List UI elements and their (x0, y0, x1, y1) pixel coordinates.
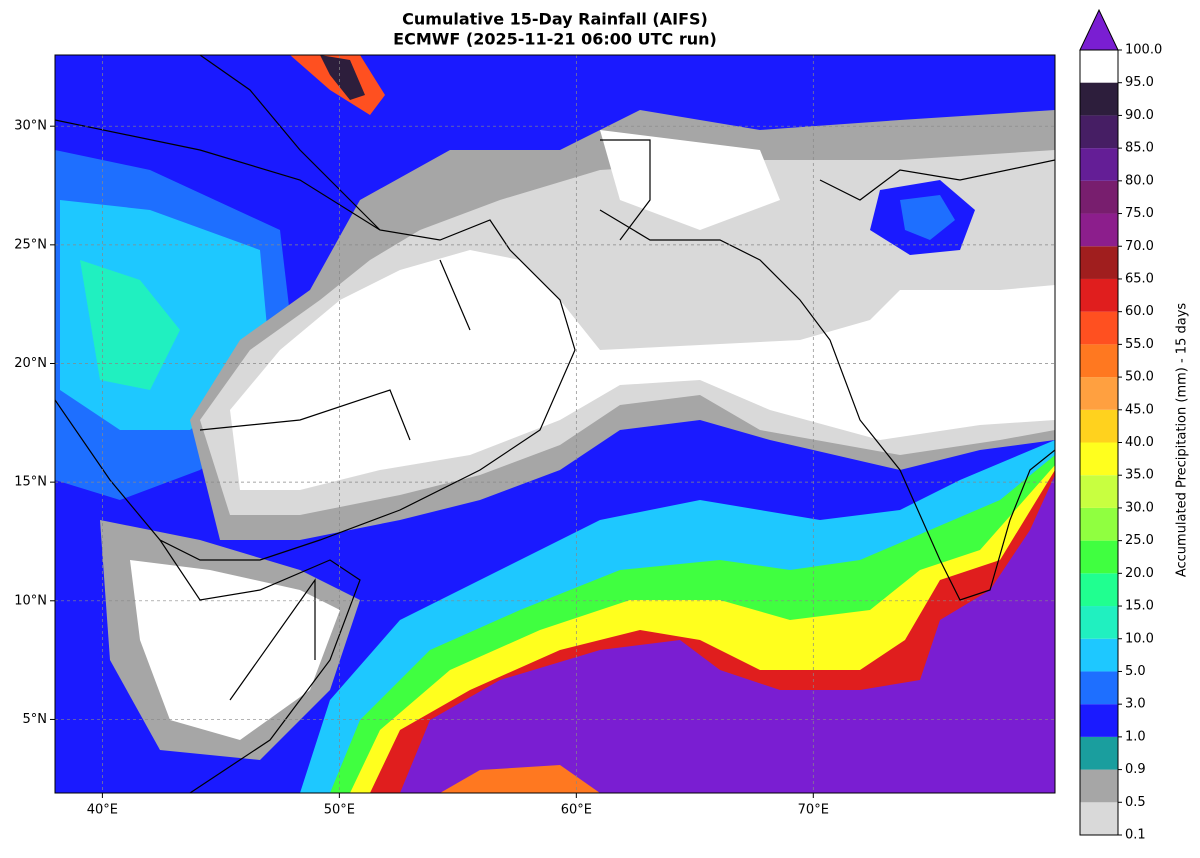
colorbar-tick-label: 45.0 (1125, 402, 1154, 417)
colorbar-box (1080, 278, 1118, 312)
colorbar-tick-label: 75.0 (1125, 206, 1154, 221)
colorbar-tick-label: 100.0 (1125, 43, 1162, 58)
colorbar-box (1080, 573, 1118, 607)
colorbar-tick-label: 95.0 (1125, 75, 1154, 90)
colorbar-tick-label: 3.0 (1125, 697, 1146, 712)
colorbar-box (1080, 246, 1118, 279)
colorbar-box (1080, 180, 1118, 214)
colorbar-box (1080, 311, 1118, 345)
colorbar-tick-label: 90.0 (1125, 108, 1154, 123)
colorbar-tick-label: 0.9 (1125, 762, 1146, 777)
y-tick-label: 25°N (14, 237, 47, 252)
colorbar-box (1080, 671, 1118, 705)
y-tick-label: 15°N (14, 475, 47, 490)
colorbar-tick-label: 20.0 (1125, 566, 1154, 581)
map-frame (54, 54, 1056, 794)
colorbar-tick-label: 55.0 (1125, 337, 1154, 352)
colorbar-tick-label: 15.0 (1125, 599, 1154, 614)
colorbar-box (1080, 638, 1118, 672)
colorbar-label: Accumulated Precipitation (mm) - 15 days (1175, 303, 1190, 578)
graticule: 40°E 50°E 60°E 70°E 5°N 10°N 15°N 20°N 25°N 30°N (14, 55, 1055, 818)
colorbar-tick-label: 0.1 (1125, 828, 1146, 843)
colorbar-tick-label: 10.0 (1125, 631, 1154, 646)
colorbar-tick-label: 65.0 (1125, 271, 1154, 286)
map-subtitle: ECMWF (2025-11-21 06:00 UTC run) (393, 30, 717, 49)
colorbar-box (1080, 409, 1118, 443)
y-tick-label: 10°N (14, 593, 47, 608)
colorbar-box (1080, 442, 1118, 476)
colorbar-box (1080, 344, 1118, 378)
colorbar-tick-label: 85.0 (1125, 141, 1154, 156)
colorbar-box (1080, 769, 1118, 803)
x-tick-label: 50°E (324, 803, 355, 818)
colorbar-tick-label: 25.0 (1125, 533, 1154, 548)
colorbar-box (1080, 736, 1118, 770)
y-tick-label: 30°N (14, 119, 47, 134)
colorbar-box (1080, 606, 1118, 639)
colorbar-tick-label: 5.0 (1125, 664, 1146, 679)
colorbar-tick-label: 1.0 (1125, 729, 1146, 744)
colorbar-extend (1079, 8, 1119, 51)
colorbar-box (1080, 213, 1118, 247)
colorbar-box (1080, 540, 1118, 574)
colorbar-box (1080, 82, 1118, 116)
y-tick-label: 5°N (23, 712, 48, 727)
colorbar: 0.1 0.5 0.9 1.0 3.0 5.0 10.0 15.0 20.0 25.0 30.0 35… (1079, 8, 1162, 843)
colorbar-box (1080, 115, 1118, 149)
colorbar-tick-label: 40.0 (1125, 435, 1154, 450)
x-tick-label: 70°E (798, 803, 829, 818)
colorbar-box (1080, 704, 1118, 737)
colorbar-box (1080, 377, 1118, 410)
colorbar-box (1080, 802, 1118, 835)
y-tick-label: 20°N (14, 356, 47, 371)
colorbar-tick-label: 50.0 (1125, 370, 1154, 385)
colorbar-tick-label: 80.0 (1125, 173, 1154, 188)
colorbar-box (1080, 475, 1118, 508)
colorbar-box (1080, 148, 1118, 181)
x-tick-label: 40°E (87, 803, 118, 818)
colorbar-tick-label: 35.0 (1125, 468, 1154, 483)
colorbar-box (1080, 507, 1118, 541)
rainfall-field (55, 55, 1055, 793)
colorbar-tick-label: 0.5 (1125, 795, 1146, 810)
x-tick-label: 60°E (561, 803, 592, 818)
map-title: Cumulative 15-Day Rainfall (AIFS) (402, 10, 708, 29)
colorbar-tick-label: 30.0 (1125, 500, 1154, 515)
colorbar-tick-label: 70.0 (1125, 239, 1154, 254)
colorbar-tick-label: 60.0 (1125, 304, 1154, 319)
